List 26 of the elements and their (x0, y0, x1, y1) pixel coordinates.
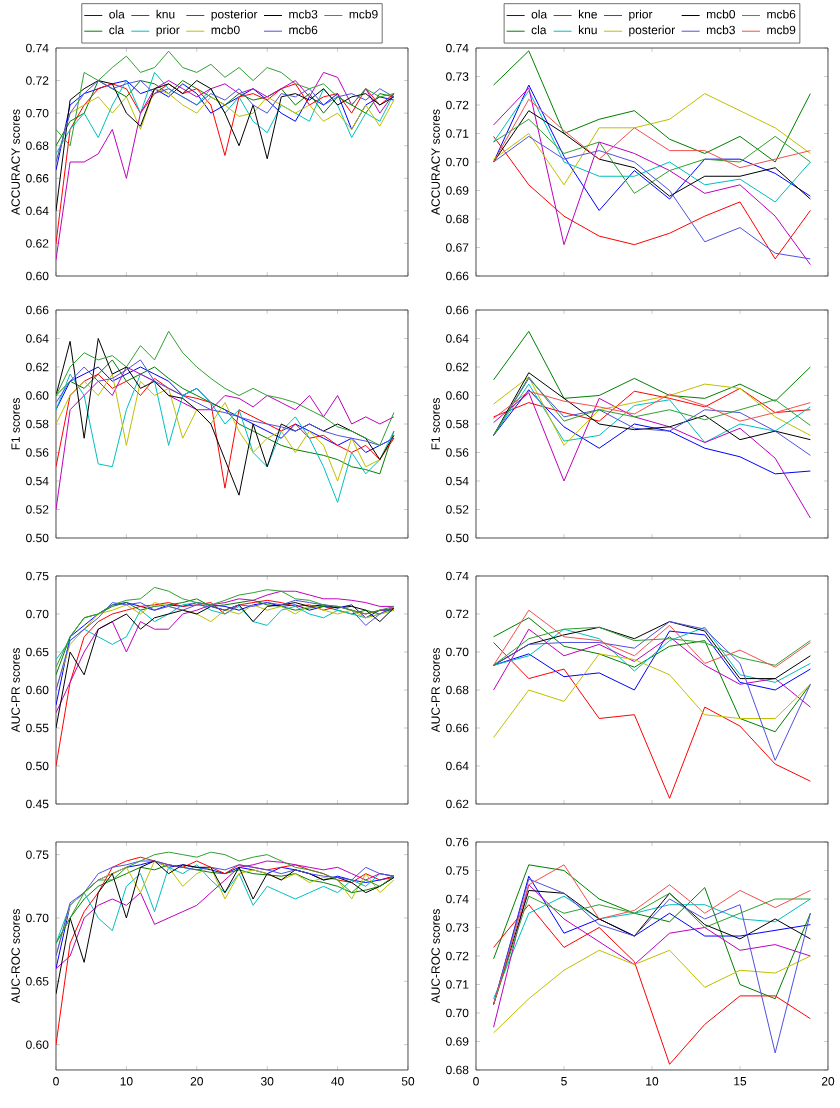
line-series (56, 330, 395, 446)
line-series (56, 338, 395, 496)
line-series (56, 50, 395, 147)
line-series (56, 586, 395, 668)
line-series (493, 392, 811, 519)
line-series (493, 653, 811, 738)
line-series (56, 860, 395, 995)
line-series (493, 330, 811, 402)
line-series (493, 87, 811, 266)
line-series (493, 949, 811, 1034)
line-series (493, 626, 811, 666)
line-series (493, 904, 811, 1065)
line-series (56, 80, 395, 212)
line-series (493, 628, 811, 708)
line-series (493, 609, 811, 668)
line-series (493, 617, 811, 733)
line-series (56, 590, 395, 714)
line-series (493, 621, 811, 761)
line-series (493, 878, 811, 1054)
line-series (56, 71, 395, 261)
line-series (493, 135, 811, 260)
line-series (56, 83, 395, 244)
line-series (56, 602, 395, 729)
line-series (493, 389, 811, 475)
line-series (493, 641, 811, 799)
line-series (493, 50, 811, 163)
